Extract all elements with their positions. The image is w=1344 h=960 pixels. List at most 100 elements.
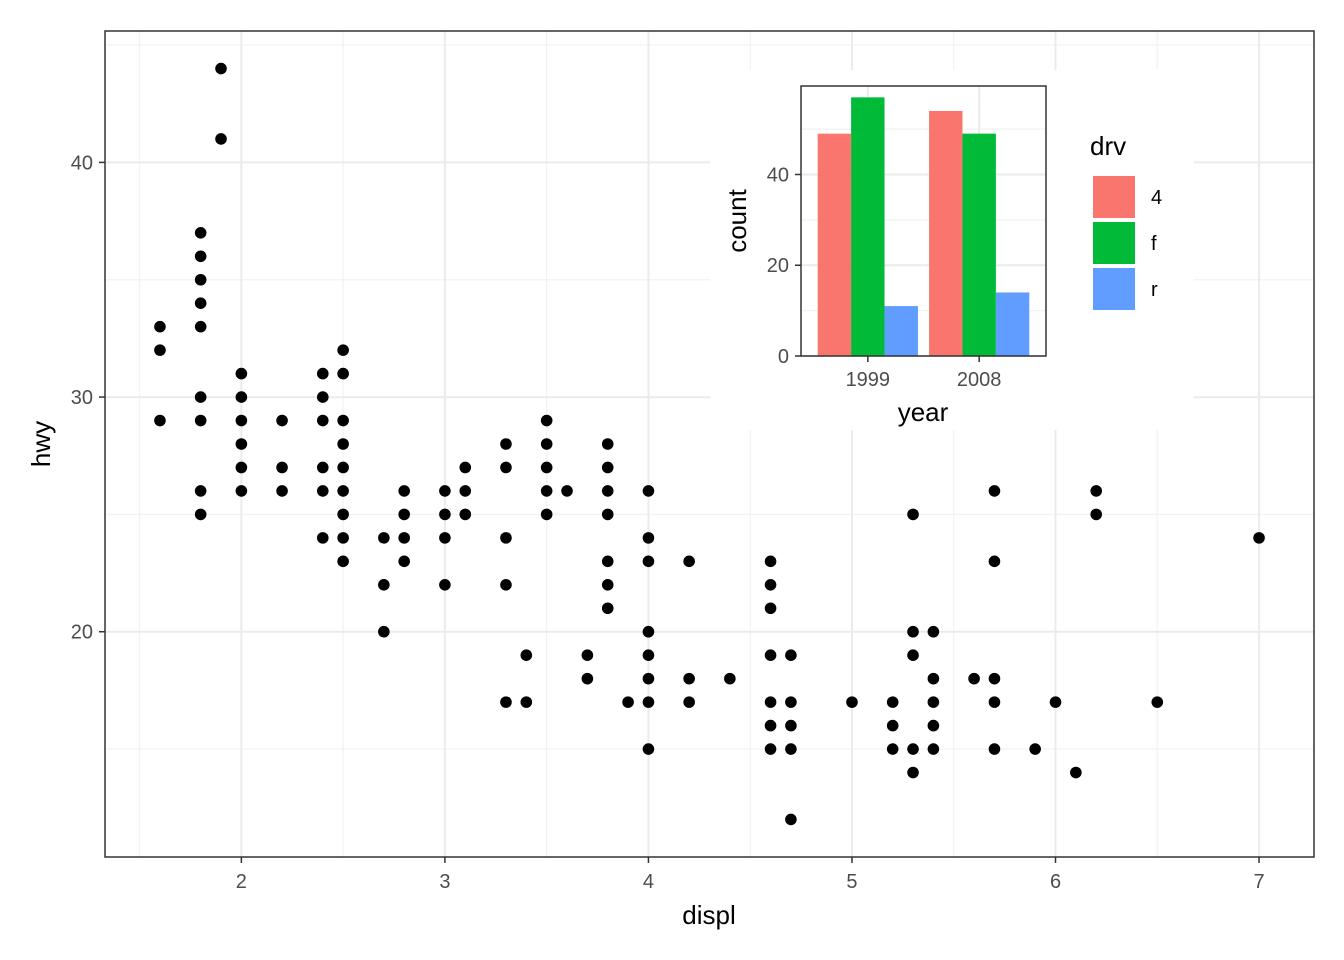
scatter-point — [927, 672, 940, 685]
scatter-point — [378, 578, 390, 591]
inset-y-axis: 0 20 40 — [767, 164, 801, 368]
inset-y-axis-title: count — [722, 188, 752, 252]
scatter-point — [642, 485, 655, 497]
inset-y-tick-label: 0 — [778, 346, 789, 368]
scatter-point — [642, 696, 655, 708]
inset-bar — [851, 97, 885, 356]
scatter-point — [235, 414, 248, 427]
scatter-point — [907, 766, 919, 779]
scatter-point — [988, 696, 1001, 708]
inset-x-axis-title: year — [898, 397, 949, 427]
scatter-point — [1090, 485, 1103, 497]
scatter-point — [622, 696, 634, 708]
scatter-point — [764, 649, 777, 661]
scatter-point — [886, 743, 899, 755]
scatter-point — [724, 672, 736, 685]
main-y-tick-label: 30 — [71, 387, 93, 409]
inset-bar — [817, 133, 852, 356]
scatter-point — [785, 719, 797, 732]
scatter-point — [601, 438, 614, 450]
scatter-point — [500, 696, 512, 708]
scatter-point — [276, 414, 288, 427]
scatter-point — [988, 555, 1001, 568]
scatter-point — [642, 649, 655, 661]
scatter-point — [459, 485, 472, 497]
scatter-point — [1049, 696, 1062, 708]
scatter-point — [500, 578, 512, 591]
scatter-point — [439, 578, 451, 591]
scatter-point — [215, 62, 227, 75]
scatter-point — [520, 696, 533, 708]
scatter-point — [235, 391, 248, 403]
scatter-point — [154, 344, 166, 356]
scatter-point — [154, 320, 166, 333]
scatter-point — [398, 485, 410, 497]
scatter-point — [683, 672, 695, 685]
scatter-point — [846, 696, 858, 708]
scatter-point — [642, 743, 655, 755]
inset-y-tick-label: 20 — [767, 255, 789, 277]
scatter-point — [642, 625, 655, 638]
scatter-point — [520, 649, 533, 661]
scatter-point — [337, 532, 349, 544]
legend-label-4: 4 — [1151, 187, 1162, 209]
scatter-point — [337, 508, 349, 521]
main-panel-border — [104, 30, 1315, 858]
main-points — [154, 62, 1265, 826]
scatter-point — [907, 625, 919, 638]
scatter-point — [642, 555, 655, 568]
scatter-point — [764, 719, 777, 732]
scatter-point — [907, 649, 919, 661]
main-x-tick-label: 3 — [439, 871, 450, 893]
scatter-point — [194, 508, 207, 521]
scatter-point — [683, 555, 695, 568]
scatter-point — [316, 461, 329, 474]
main-y-tick-label: 20 — [71, 622, 93, 644]
scatter-point — [785, 696, 797, 708]
scatter-point — [500, 532, 512, 544]
scatter-point — [154, 414, 166, 427]
scatter-point — [194, 391, 207, 403]
main-y-axis: 20 30 40 — [71, 152, 105, 644]
scatter-point — [378, 625, 390, 638]
inset-bar — [962, 133, 996, 356]
scatter-point — [886, 719, 899, 732]
scatter-point — [194, 273, 207, 286]
scatter-point — [439, 485, 451, 497]
scatter-point — [988, 672, 1001, 685]
main-x-tick-label: 5 — [846, 871, 857, 893]
scatter-point — [540, 414, 553, 427]
scatter-point — [1070, 766, 1082, 779]
scatter-point — [601, 485, 614, 497]
scatter-point — [601, 508, 614, 521]
scatter-point — [1029, 743, 1041, 755]
scatter-point — [235, 461, 248, 474]
scatter-point — [316, 391, 329, 403]
scatter-point — [316, 485, 329, 497]
scatter-point — [337, 485, 349, 497]
scatter-point — [1090, 508, 1103, 521]
main-x-tick-label: 2 — [236, 871, 247, 893]
inset-y-tick-label: 40 — [767, 164, 789, 186]
scatter-point — [540, 461, 553, 474]
main-y-axis-title: hwy — [26, 421, 56, 467]
main-x-axis: 2 3 4 5 6 7 — [236, 857, 1265, 893]
scatter-point — [194, 297, 207, 310]
scatter-point — [316, 367, 329, 380]
scatter-point — [378, 532, 390, 544]
legend-key-f — [1093, 222, 1135, 264]
scatter-point — [540, 485, 553, 497]
scatter-point — [968, 672, 980, 685]
scatter-point — [235, 438, 248, 450]
scatter-point — [907, 508, 919, 521]
scatter-point — [601, 602, 614, 615]
scatter-point — [642, 532, 655, 544]
scatter-point — [276, 485, 288, 497]
scatter-point — [1253, 532, 1265, 544]
scatter-point — [988, 743, 1001, 755]
scatter-point — [398, 532, 410, 544]
legend-items: 4 f r — [1093, 176, 1162, 310]
scatter-point — [194, 320, 207, 333]
scatter-point — [337, 414, 349, 427]
